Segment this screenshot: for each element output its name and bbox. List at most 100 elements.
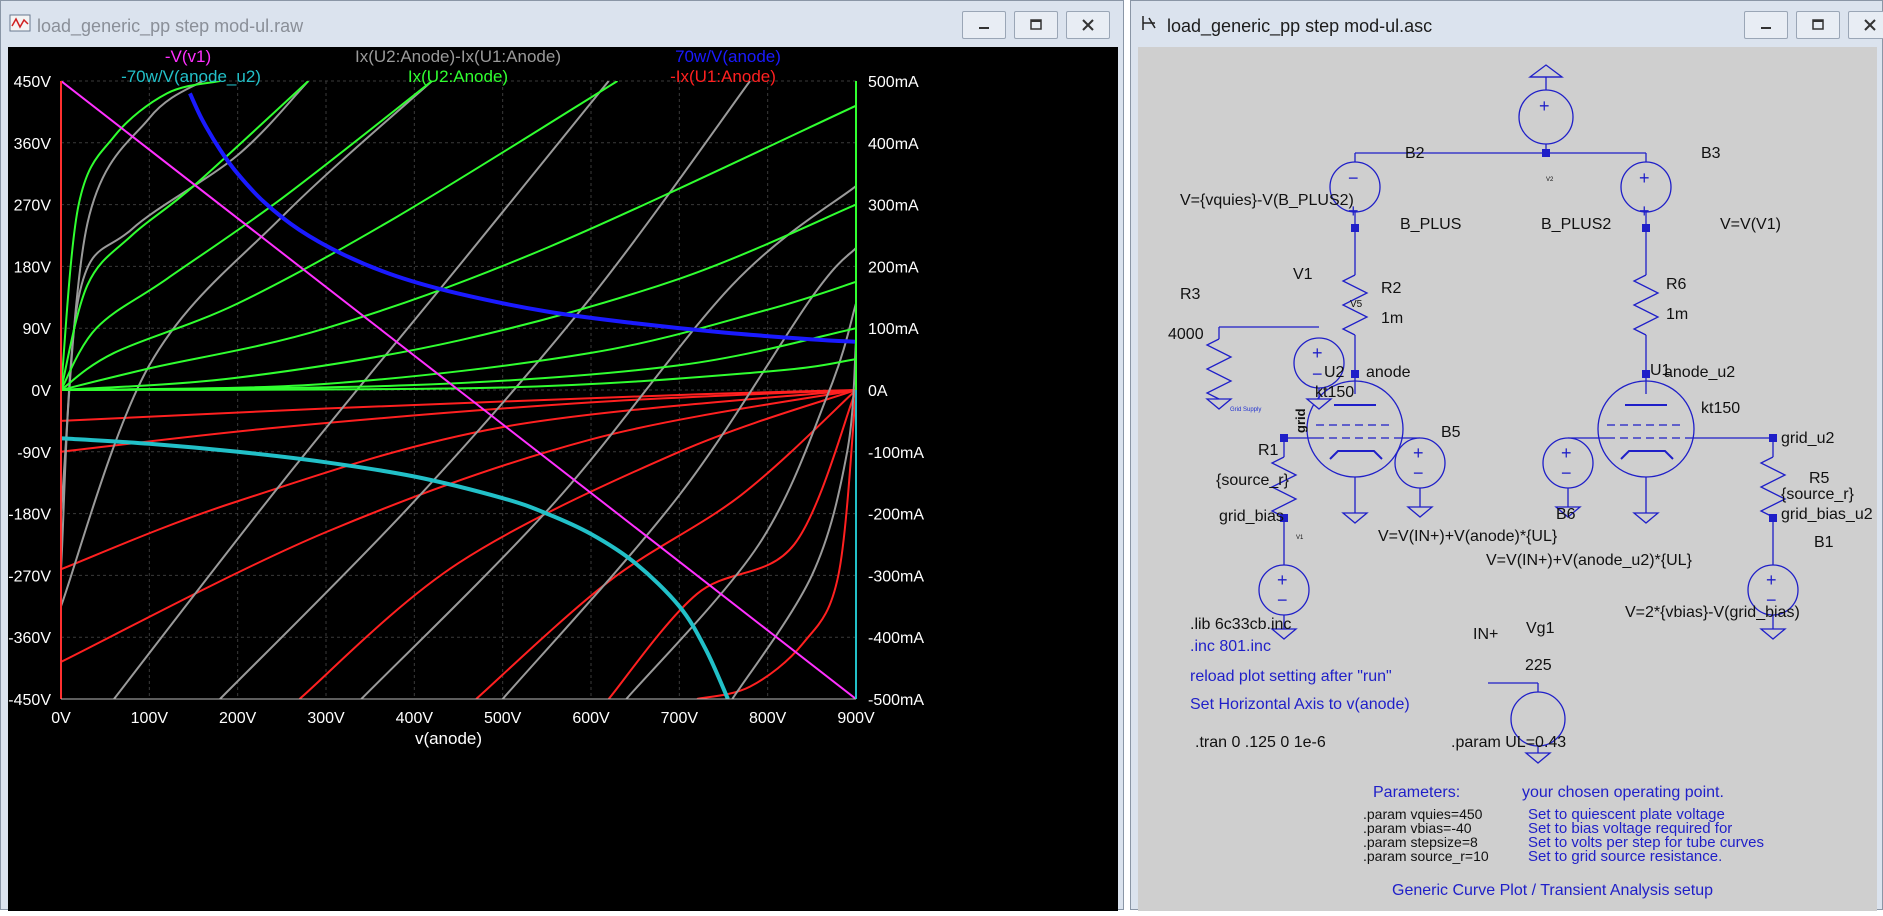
param-table: .param vquies=450 Set to quiescent plate …	[1363, 806, 1764, 865]
reload-note: reload plot setting after "run"	[1190, 668, 1392, 685]
schematic-titlebar[interactable]: load_generic_pp step mod-ul.asc	[1131, 1, 1883, 47]
r2-value: 1m	[1381, 310, 1403, 327]
svg-text:−: −	[1766, 590, 1777, 610]
y-tick-label-left: -180V	[8, 507, 51, 524]
close-icon	[1849, 12, 1883, 38]
close-button[interactable]	[1066, 11, 1110, 39]
svg-text:+: +	[1766, 570, 1777, 590]
param-row-desc: Set to grid source resistance.	[1528, 848, 1722, 865]
minimize-icon	[963, 12, 1005, 38]
plot-window-title: load_generic_pp step mod-ul.raw	[37, 16, 304, 36]
series-line-ix-u2-anode-	[61, 104, 856, 391]
plot-chart[interactable]: 450V 360V 270V 180V 90V 0V -90V -180V -270V -360V…	[8, 47, 1118, 911]
x-tick-label: 0V	[51, 710, 71, 727]
v1-label: V1	[1293, 266, 1313, 283]
series-line-ix-u2-anode-	[61, 81, 310, 391]
u2-label: U2	[1324, 364, 1345, 381]
trace-label[interactable]: 70w/V(anode)	[675, 47, 781, 66]
plot-window[interactable]: load_generic_pp step mod-ul.raw 450V 360V…	[0, 0, 1124, 911]
svg-text:+: +	[1348, 201, 1359, 221]
param-row-name: .param vquies=450	[1363, 806, 1483, 822]
y-tick-label-left: 0V	[31, 383, 51, 400]
x-axis-label: v(anode)	[415, 729, 482, 748]
svg-text:+: +	[1413, 443, 1424, 463]
maximize-button[interactable]	[1796, 11, 1840, 39]
series-line-ix-u2-anode-ix-u1-anode-	[113, 81, 610, 699]
svg-text:+: +	[1639, 201, 1650, 221]
tran-directive: .tran 0 .125 0 1e-6	[1195, 734, 1326, 751]
series-line--ix-u1-anode-	[61, 389, 856, 453]
plot-pane[interactable]: 450V 360V 270V 180V 90V 0V -90V -180V -270V -360V…	[8, 47, 1118, 911]
kt150-u2: kt150	[1315, 384, 1354, 401]
series-line-ix-u2-anode-	[61, 358, 856, 391]
op-point-note: your chosen operating point.	[1522, 784, 1724, 801]
waveform-app-icon	[9, 14, 31, 32]
x-tick-label: 900V	[837, 710, 875, 727]
grid-bias-net: grid_bias	[1219, 508, 1284, 525]
x-tick-label: 500V	[484, 710, 522, 727]
schematic-window[interactable]: load_generic_pp step mod-ul.asc	[1130, 0, 1883, 911]
b3-label: B3	[1701, 145, 1721, 162]
series-line-ix-u2-anode-	[61, 81, 433, 391]
svg-text:−: −	[1413, 463, 1424, 483]
y-tick-label-left: -360V	[8, 630, 51, 647]
param-row-desc: Set to bias voltage required for	[1528, 820, 1732, 837]
r6-label: R6	[1666, 276, 1687, 293]
plot-titlebar[interactable]: load_generic_pp step mod-ul.raw	[1, 1, 1123, 47]
trace-label[interactable]: -Ix(U1:Anode)	[670, 67, 776, 86]
series-line--ix-u1-anode-	[475, 389, 856, 699]
v1-small-label: V1	[1296, 535, 1304, 541]
r3-value: 4000	[1168, 326, 1204, 343]
y-tick-label-right: 300mA	[868, 198, 919, 215]
series-line-ix-u2-anode-ix-u1-anode-	[61, 81, 433, 607]
x-tick-label: 300V	[307, 710, 345, 727]
r5-label: R5	[1809, 470, 1830, 487]
v2-label: V2	[1546, 177, 1554, 183]
vg1-value: 225	[1525, 657, 1552, 674]
param-row-desc: Set to volts per step for tube curves	[1528, 834, 1764, 851]
b5-expression: V=V(IN+)+V(anode)*{UL}	[1378, 528, 1558, 545]
y-tick-label-right: -500mA	[868, 692, 924, 709]
minimize-button[interactable]	[962, 11, 1006, 39]
series-line--ix-u1-anode-	[61, 389, 856, 422]
x-tick-label: 800V	[749, 710, 787, 727]
x-tick-label: 600V	[572, 710, 610, 727]
trace-label[interactable]: Ix(U2:Anode)-Ix(U1:Anode)	[355, 47, 561, 66]
r1-label: R1	[1258, 442, 1279, 459]
trace-label[interactable]: -V(v1)	[165, 47, 211, 66]
b6-expression: V=V(IN+)+V(anode_u2)*{UL}	[1486, 552, 1693, 569]
series-line--70w-v-anode-u2-	[61, 436, 730, 699]
trace-label[interactable]: -70w/V(anode_u2)	[121, 67, 261, 86]
series-line-ix-u2-anode-ix-u1-anode-	[731, 340, 856, 699]
anode-u2-net: anode_u2	[1664, 364, 1735, 381]
maximize-button[interactable]	[1014, 11, 1058, 39]
b3-expression: V=V(V1)	[1720, 216, 1781, 233]
inc-directive: .inc 801.inc	[1190, 638, 1271, 655]
svg-text:+: +	[1312, 343, 1323, 363]
vg1-label: Vg1	[1526, 620, 1555, 637]
r6-value: 1m	[1666, 306, 1688, 323]
maximize-icon	[1015, 12, 1057, 38]
svg-text:−: −	[1348, 168, 1359, 188]
b5-label: B5	[1441, 424, 1461, 441]
param-row-desc: Set to quiescent plate voltage	[1528, 806, 1725, 823]
y-tick-label-left: -450V	[8, 692, 51, 709]
trace-label[interactable]: Ix(U2:Anode)	[408, 67, 508, 86]
schematic-app-icon	[1142, 16, 1156, 30]
y-tick-label-left: 90V	[23, 321, 52, 338]
y-tick-label-right: 500mA	[868, 74, 919, 91]
schematic-canvas[interactable]: + − + + − + − + − + − + − + +	[1138, 47, 1877, 911]
y-tick-label-right: 0A	[868, 383, 888, 400]
r1-value: {source_r}	[1216, 472, 1290, 489]
x-tick-label: 200V	[219, 710, 257, 727]
minimize-button[interactable]	[1744, 11, 1788, 39]
close-button[interactable]	[1848, 11, 1883, 39]
params-header: Parameters:	[1373, 784, 1460, 801]
series-line--ix-u1-anode-	[298, 389, 856, 699]
y-tick-label-left: 270V	[14, 198, 52, 215]
junction-dots	[1280, 149, 1777, 522]
svg-text:+: +	[1539, 96, 1550, 116]
schematic-drawing[interactable]: +− + +− +− +− +− +− + +	[1138, 47, 1877, 911]
y-tick-label-left: 360V	[14, 136, 52, 153]
y-tick-label-left: 180V	[14, 259, 52, 276]
